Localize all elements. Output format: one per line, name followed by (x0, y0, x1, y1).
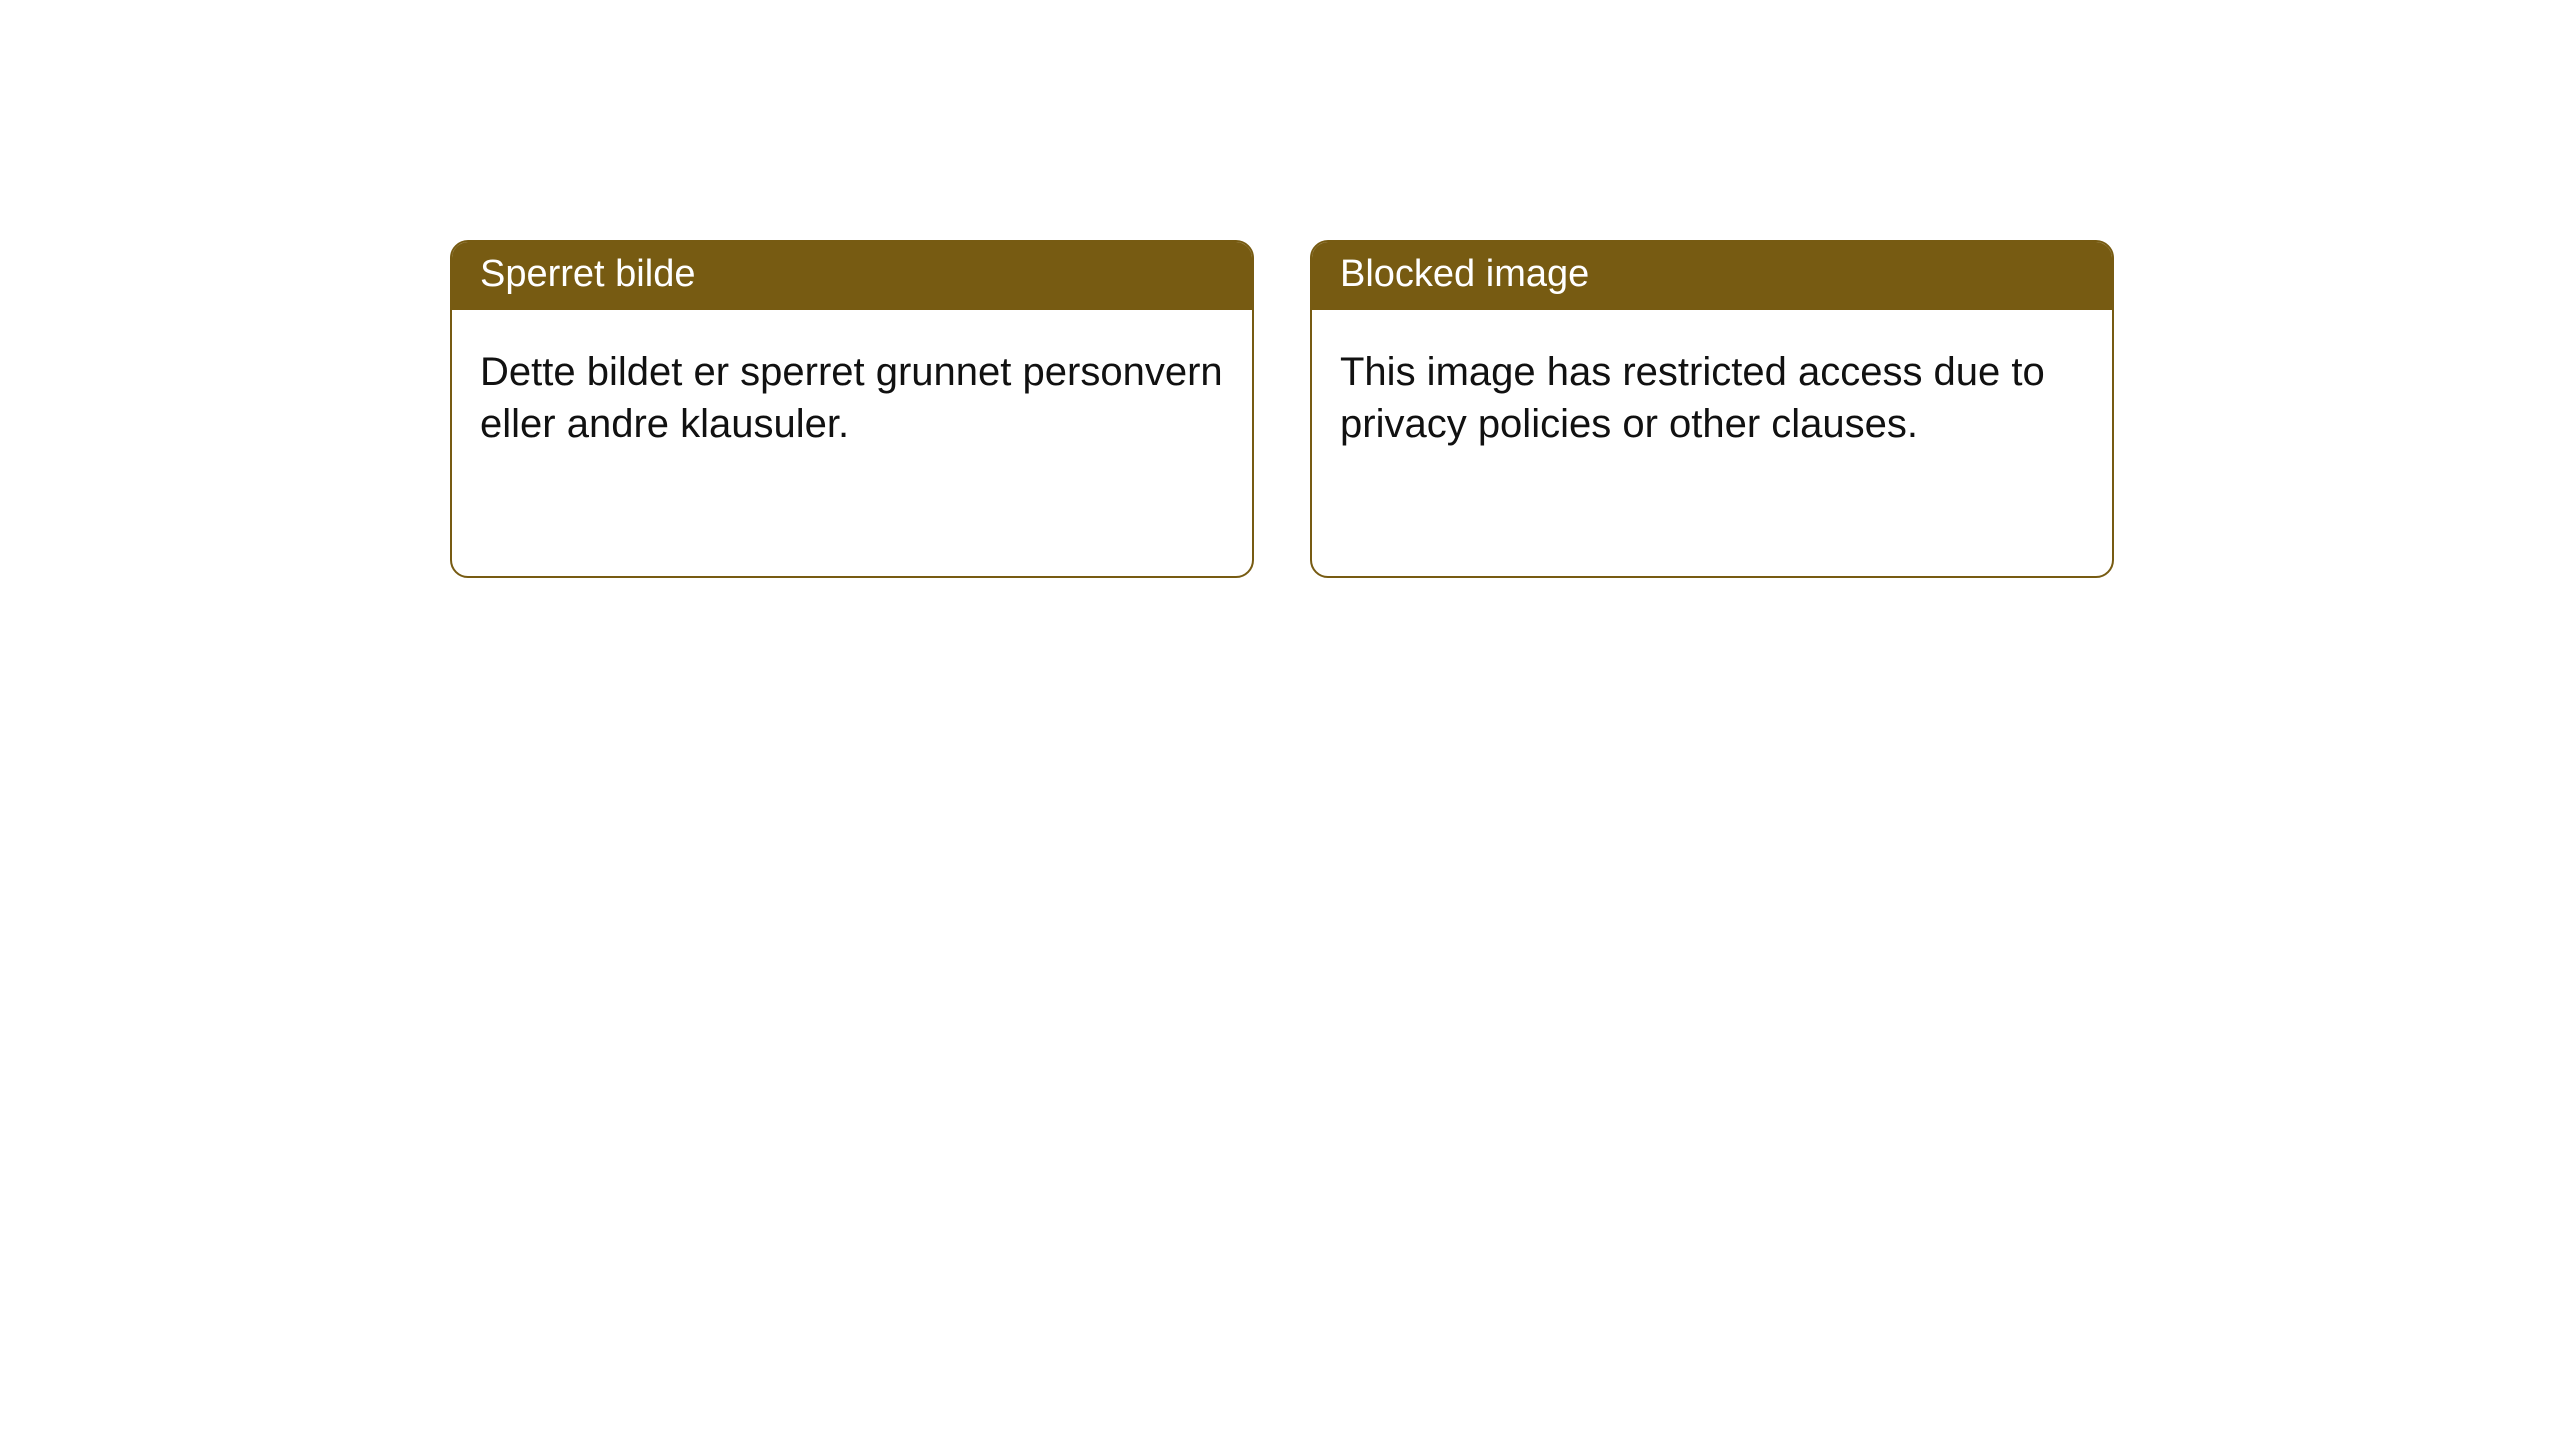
notice-title-no: Sperret bilde (452, 242, 1252, 310)
notice-card-no: Sperret bilde Dette bildet er sperret gr… (450, 240, 1254, 578)
notice-body-no: Dette bildet er sperret grunnet personve… (452, 310, 1252, 480)
notice-body-en: This image has restricted access due to … (1312, 310, 2112, 480)
notice-card-en: Blocked image This image has restricted … (1310, 240, 2114, 578)
notice-container: Sperret bilde Dette bildet er sperret gr… (0, 0, 2560, 578)
notice-title-en: Blocked image (1312, 242, 2112, 310)
